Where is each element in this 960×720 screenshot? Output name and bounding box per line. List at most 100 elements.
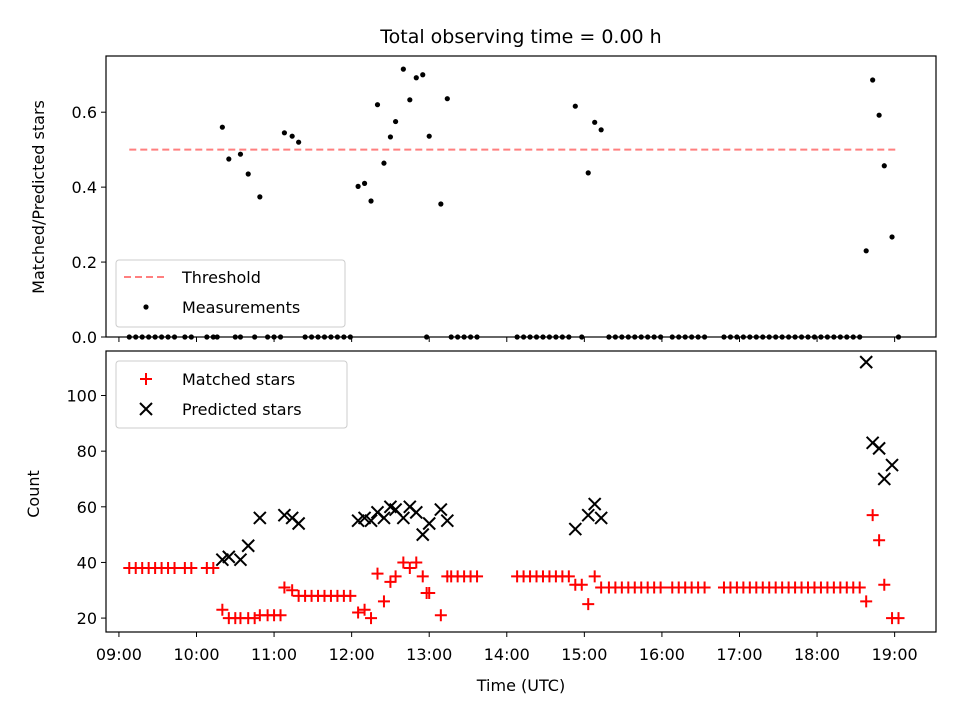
matched-star-point <box>582 598 595 611</box>
measurement-point <box>245 171 251 177</box>
matched-star-point <box>892 612 905 625</box>
x-tick-label: 19:00 <box>872 645 918 664</box>
predicted-star-point <box>222 550 236 564</box>
predicted-star-point <box>594 511 608 525</box>
matched-star-point <box>410 556 423 569</box>
ratio-ticks: 0.0 0.2 0.4 0.6 <box>72 103 896 347</box>
legend-measurements-swatch <box>143 304 149 310</box>
ratio-y-tick-label: 0.4 <box>72 178 97 197</box>
predicted-star-point <box>877 472 891 486</box>
count-y-axis-label: Count <box>24 470 43 518</box>
matched-star-point <box>274 609 287 622</box>
x-tick-label: 12:00 <box>329 645 375 664</box>
ratio-legend-box <box>115 259 346 328</box>
matched-star-point <box>248 612 261 625</box>
matched-star-point <box>878 578 891 591</box>
predicted-star-point <box>872 441 886 456</box>
count-panel: 20 40 60 80 100 09:00 10:00 11:00 12:00 13:00 14:0… <box>24 350 937 664</box>
matched-star-point <box>423 587 436 600</box>
count-legend: Matched stars Predicted stars <box>115 360 348 429</box>
ratio-legend: Threshold Measurements <box>115 259 346 328</box>
ratio-marks <box>126 66 902 340</box>
measurement-point <box>296 139 302 145</box>
measurement-point <box>374 102 381 108</box>
measurement-point <box>444 96 450 102</box>
measurement-point <box>420 72 426 78</box>
matched-star-point <box>403 562 416 575</box>
ratio-y-tick-label: 0.0 <box>72 328 97 347</box>
matched-star-point <box>853 581 866 594</box>
count-legend-box <box>115 360 348 429</box>
predicted-star-point <box>440 514 455 528</box>
measurement-point <box>863 248 869 254</box>
predicted-star-point <box>434 502 448 517</box>
ratio-axes-frame <box>105 55 937 338</box>
count-ticks: 20 40 60 80 100 09:00 10:00 11:00 12:00 13:00 14:0… <box>66 387 917 664</box>
measurement-point <box>592 119 598 125</box>
matched-star-point <box>416 570 429 583</box>
predicted-star-point <box>859 355 873 369</box>
measurement-point <box>438 201 444 207</box>
measurement-point <box>281 130 288 136</box>
matched-star-point <box>397 556 410 569</box>
matched-star-point <box>207 562 220 575</box>
ratio-y-tick-label: 0.6 <box>72 103 97 122</box>
count-y-tick-label: 60 <box>77 498 97 517</box>
measurement-point <box>368 198 374 204</box>
matched-star-point <box>365 612 378 625</box>
matched-star-point <box>352 606 365 619</box>
legend-matched-swatch <box>140 373 152 385</box>
predicted-star-point <box>291 516 306 531</box>
ratio-panel: 0.0 0.2 0.4 0.6 Matched/Predicted stars Thr… <box>29 55 937 347</box>
matched-star-point <box>562 570 575 583</box>
x-tick-label: 16:00 <box>639 645 685 664</box>
matched-star-point <box>185 562 198 575</box>
x-axis-label: Time (UTC) <box>476 676 565 695</box>
x-tick-label: 10:00 <box>173 645 219 664</box>
matched-star-point <box>866 509 879 522</box>
matched-star-point <box>698 581 711 594</box>
measurement-point <box>426 133 432 139</box>
matched-star-point <box>471 570 484 583</box>
x-tick-label: 15:00 <box>561 645 607 664</box>
measurement-point <box>407 97 413 103</box>
predicted-star-point <box>422 516 436 531</box>
matched-star-point <box>588 570 601 583</box>
predicted-star-point <box>587 497 602 511</box>
measurement-point <box>355 183 361 189</box>
count-y-tick-label: 100 <box>66 387 97 406</box>
count-y-tick-label: 40 <box>77 553 97 572</box>
x-tick-label: 11:00 <box>251 645 297 664</box>
matched-star-point <box>344 589 357 602</box>
predicted-star-point <box>396 511 411 525</box>
measurement-point <box>219 124 225 130</box>
x-tick-label: 18:00 <box>794 645 840 664</box>
measurement-point <box>387 134 394 140</box>
legend-threshold-label: Threshold <box>181 268 261 287</box>
measurement-point <box>226 156 232 162</box>
predicted-star-point <box>241 539 255 553</box>
predicted-star-point <box>416 527 430 542</box>
predicted-star-point <box>409 505 423 520</box>
predicted-star-point <box>377 511 391 525</box>
matched-star-point <box>434 609 447 622</box>
matched-star-point <box>377 595 390 608</box>
ratio-y-tick-label: 0.2 <box>72 253 97 272</box>
matched-star-point <box>286 584 299 597</box>
matched-star-point <box>216 603 229 616</box>
count-axes-frame <box>105 350 937 633</box>
count-marks <box>123 355 905 625</box>
measurement-point <box>889 234 895 240</box>
count-y-tick-label: 80 <box>77 442 97 461</box>
matched-star-point <box>860 595 873 608</box>
matched-star-point <box>575 578 588 591</box>
measurement-point <box>881 163 887 169</box>
measurement-point <box>572 103 578 109</box>
measurement-point <box>392 118 399 125</box>
measurement-point <box>257 194 263 200</box>
measurement-point <box>413 75 419 81</box>
matched-star-point <box>384 575 397 588</box>
chart-title: Total observing time = 0.00 h <box>379 26 661 48</box>
